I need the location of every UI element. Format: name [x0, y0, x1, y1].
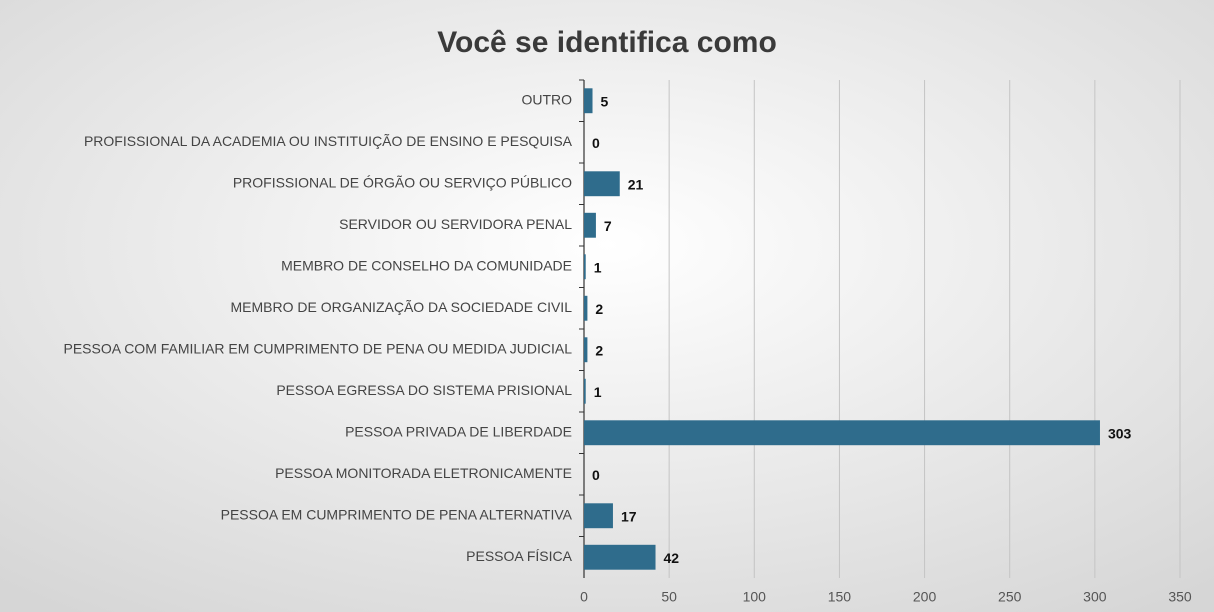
bar [584, 503, 613, 529]
value-label: 0 [592, 135, 600, 151]
y-tick-label: PROFISSIONAL DE ÓRGÃO OU SERVIÇO PÚBLICO [233, 174, 572, 190]
y-tick-label: OUTRO [521, 91, 572, 107]
x-tick-label: 150 [828, 589, 852, 605]
bar [584, 544, 656, 570]
y-tick-label: PESSOA FÍSICA [466, 548, 572, 564]
y-tick-label: MEMBRO DE ORGANIZAÇÃO DA SOCIEDADE CIVIL [230, 299, 572, 315]
bar [584, 420, 1100, 446]
x-tick-label: 50 [661, 589, 677, 605]
chart-title: Você se identifica como [437, 26, 777, 59]
value-label: 17 [621, 508, 637, 524]
x-tick-label: 100 [743, 589, 767, 605]
y-tick-label: PESSOA COM FAMILIAR EM CUMPRIMENTO DE PE… [64, 340, 573, 356]
value-label: 21 [628, 176, 644, 192]
bar [584, 171, 620, 197]
bar [584, 88, 593, 114]
y-tick-label: PESSOA EM CUMPRIMENTO DE PENA ALTERNATIV… [221, 506, 573, 522]
x-tick-label: 250 [998, 589, 1022, 605]
value-label: 5 [601, 93, 609, 109]
value-label: 2 [595, 342, 603, 358]
x-tick-label: 0 [580, 589, 588, 605]
value-label: 42 [664, 550, 680, 566]
x-tick-label: 350 [1168, 589, 1192, 605]
y-tick-label: PROFISSIONAL DA ACADEMIA OU INSTITUIÇÃO … [84, 133, 573, 149]
x-tick-label: 200 [913, 589, 937, 605]
value-label: 7 [604, 218, 612, 234]
y-tick-label: PESSOA EGRESSA DO SISTEMA PRISIONAL [276, 382, 572, 398]
value-label: 1 [594, 259, 602, 275]
y-tick-label: PESSOA PRIVADA DE LIBERDADE [345, 423, 572, 439]
bar [584, 295, 588, 321]
bar [584, 212, 596, 238]
y-tick-label: MEMBRO DE CONSELHO DA COMUNIDADE [281, 257, 572, 273]
bar [584, 254, 586, 280]
y-tick-label: PESSOA MONITORADA ELETRONICAMENTE [275, 465, 572, 481]
value-label: 1 [594, 384, 602, 400]
x-tick-label: 300 [1083, 589, 1107, 605]
value-label: 2 [595, 301, 603, 317]
bar [584, 378, 586, 404]
value-label: 0 [592, 467, 600, 483]
bar [584, 337, 588, 363]
y-tick-label: SERVIDOR OU SERVIDORA PENAL [339, 216, 572, 232]
value-label: 303 [1108, 425, 1132, 441]
